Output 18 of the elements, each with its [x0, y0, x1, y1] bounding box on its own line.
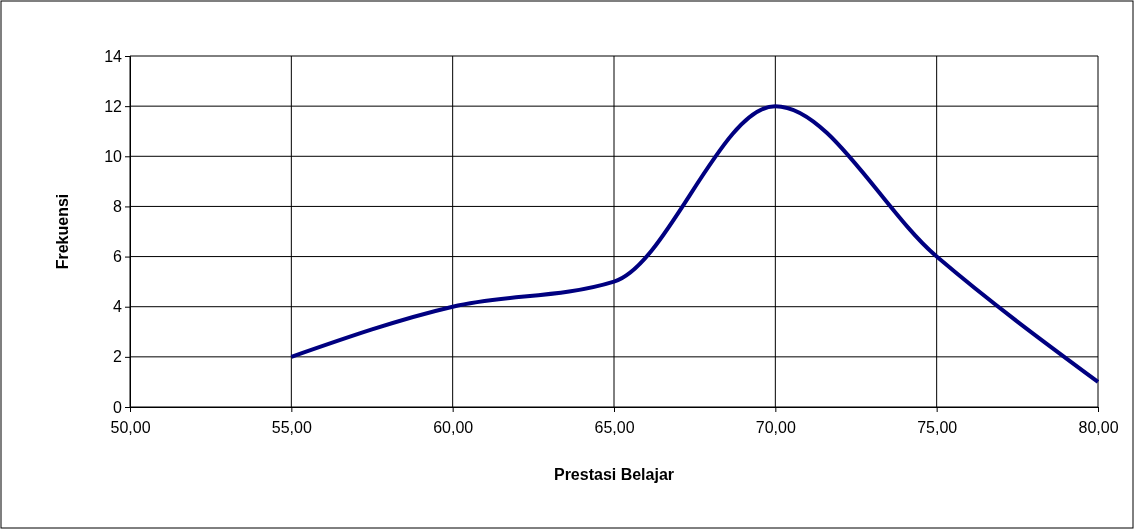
x-tick-label: 70,00	[755, 418, 796, 436]
y-tick-label: 14	[104, 47, 123, 65]
y-tick-label: 4	[113, 298, 123, 316]
y-tick-label: 2	[113, 348, 123, 366]
x-axis-title: Prestasi Belajar	[553, 466, 675, 483]
y-tick-label: 0	[113, 398, 123, 416]
y-tick-label: 12	[104, 97, 123, 115]
x-tick-label: 80,00	[1078, 418, 1119, 436]
y-axis-title: Frekuensi	[54, 193, 71, 270]
y-tick-label: 8	[113, 198, 123, 216]
x-tick-label: 75,00	[917, 418, 958, 436]
x-tick-label: 55,00	[271, 418, 312, 436]
y-tick-label: 10	[104, 147, 123, 165]
x-tick-label: 65,00	[594, 418, 635, 436]
y-tick-label: 6	[113, 248, 123, 266]
x-tick-label: 50,00	[110, 418, 151, 436]
x-tick-label: 60,00	[433, 418, 474, 436]
line-series	[289, 104, 1100, 384]
